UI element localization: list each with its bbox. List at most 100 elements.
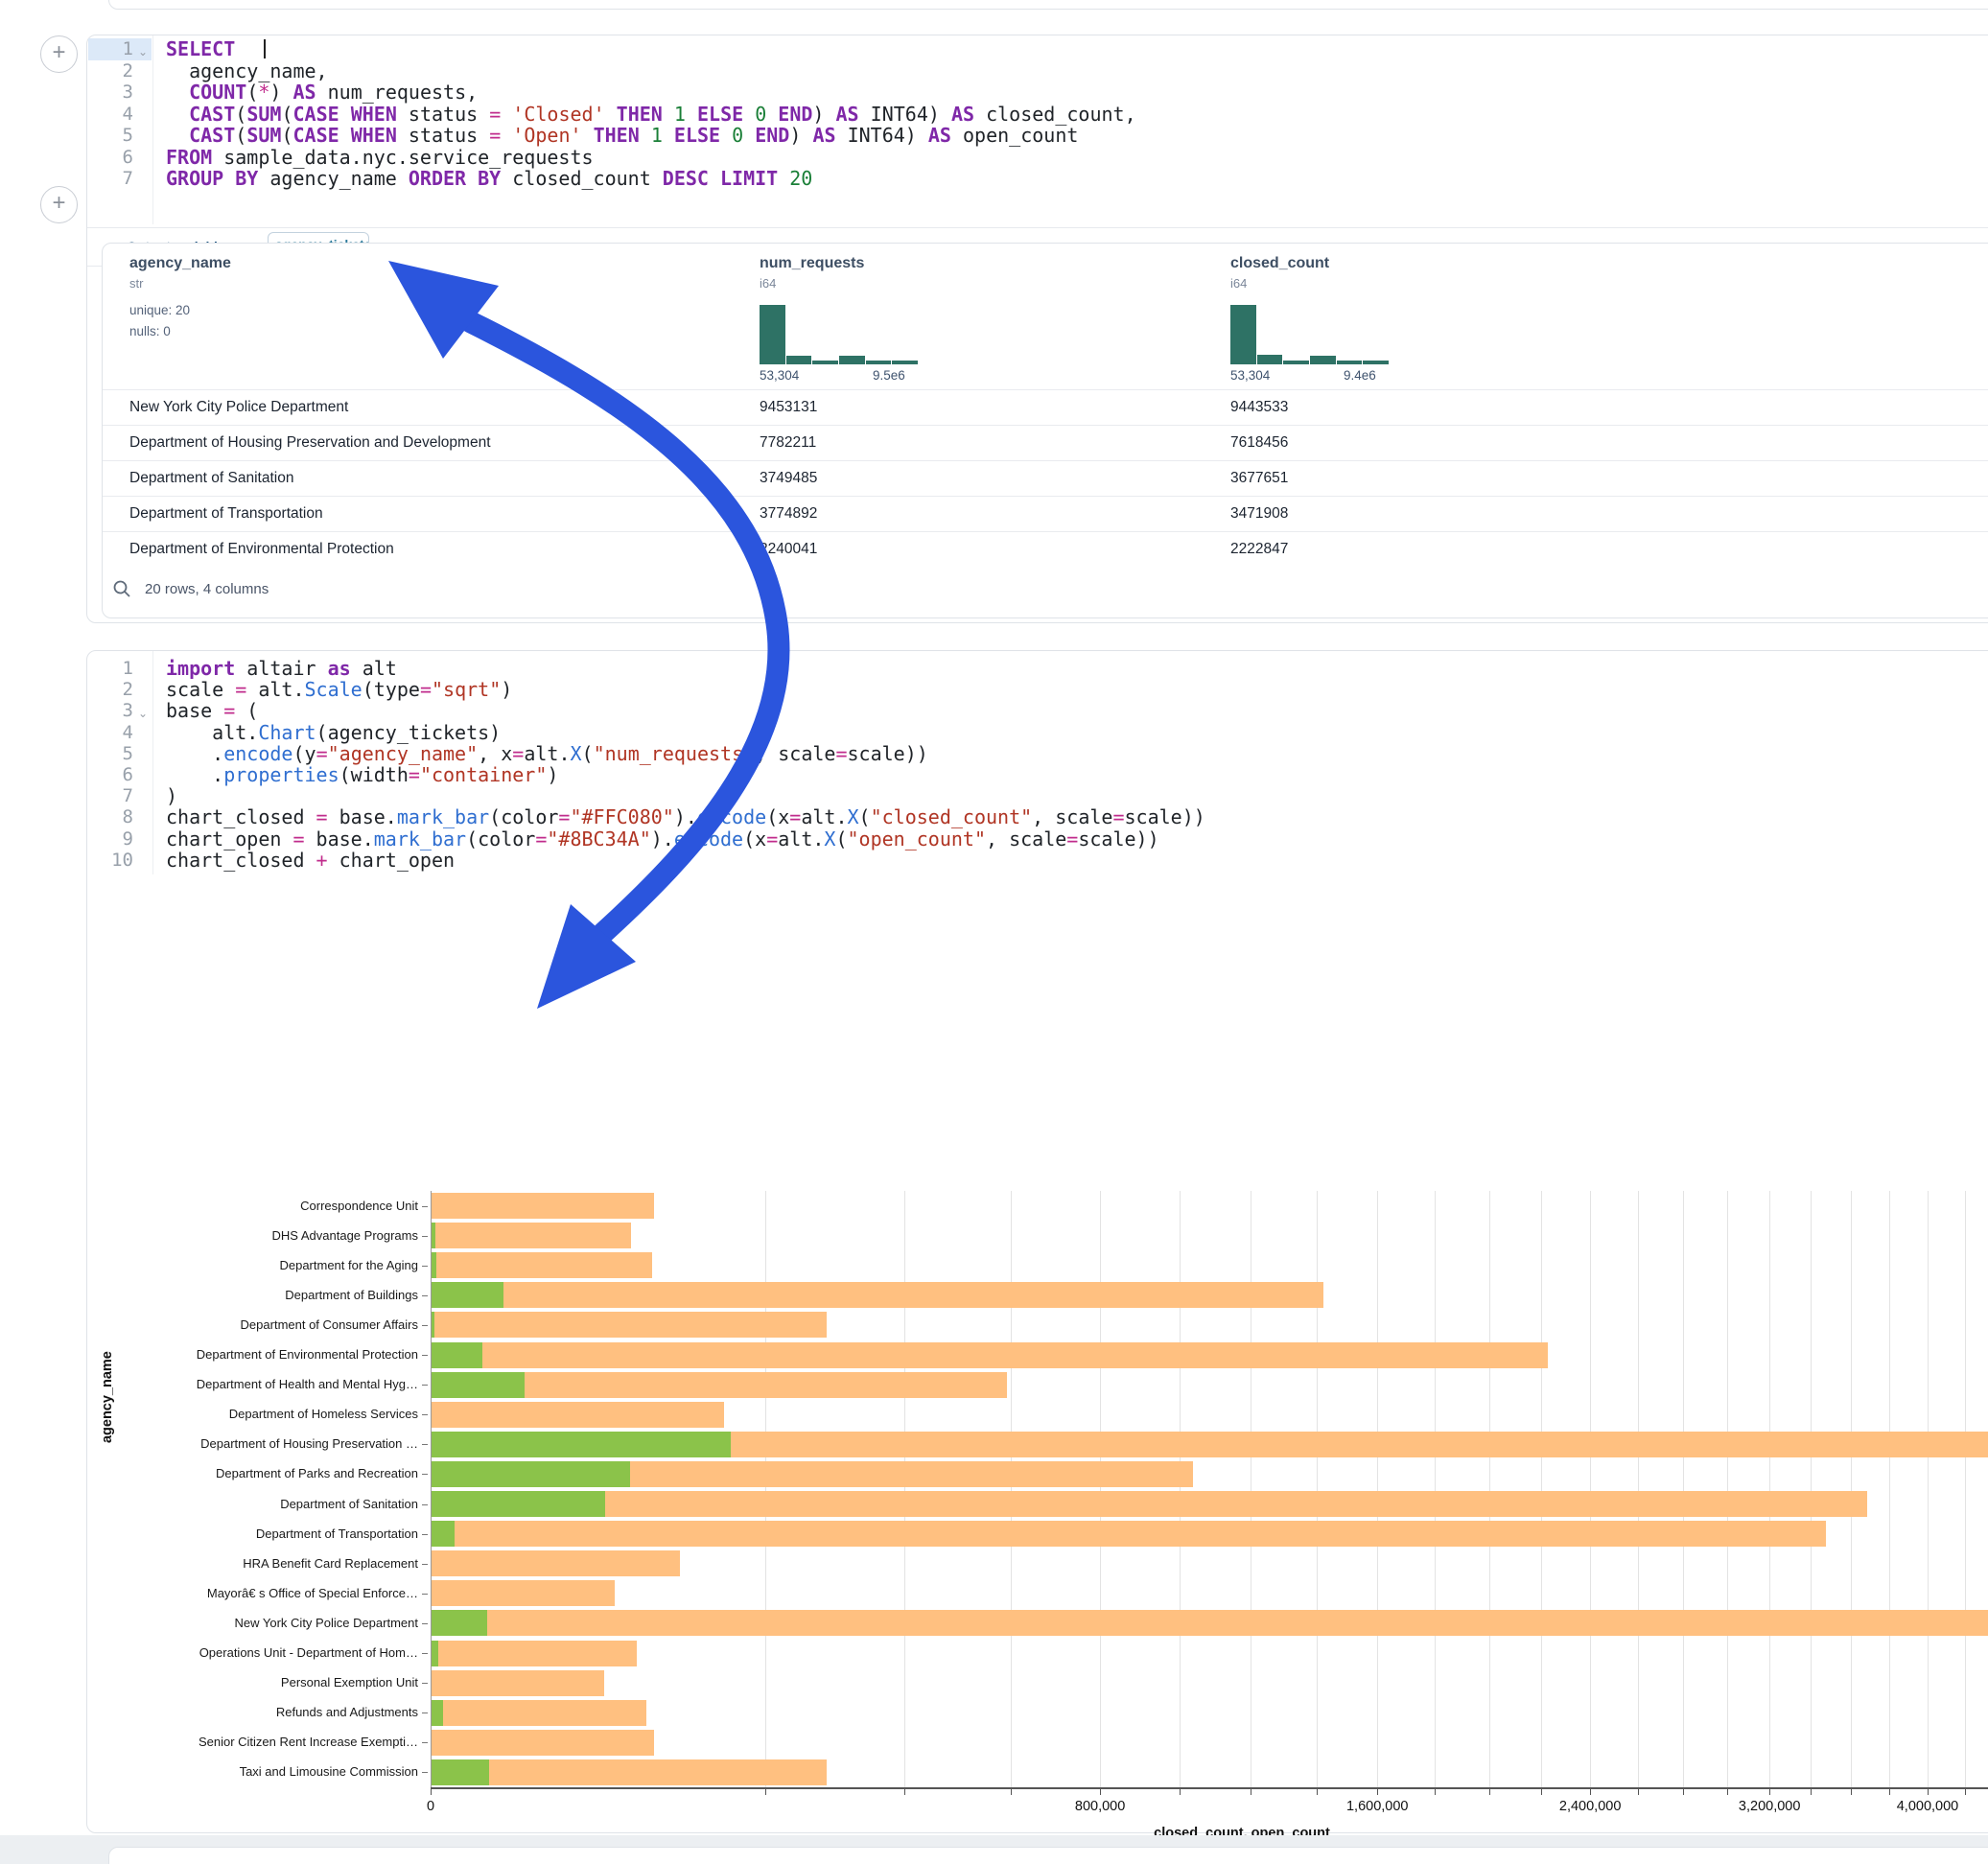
y-axis-tick bbox=[422, 1414, 428, 1415]
bar-closed-count bbox=[432, 1342, 1548, 1368]
bar-closed-count bbox=[432, 1759, 827, 1785]
code-line: alt.Chart(agency_tickets) bbox=[166, 722, 501, 744]
column-header-closed_count[interactable]: closed_count bbox=[1230, 255, 1329, 272]
bar-open-count bbox=[432, 1641, 438, 1666]
fold-chevron-icon[interactable]: ⌄ bbox=[138, 703, 148, 725]
gridline bbox=[1769, 1191, 1770, 1787]
column-header-agency_name[interactable]: agency_name bbox=[129, 255, 231, 272]
table-row[interactable]: Department of Environmental Protection22… bbox=[103, 531, 1988, 568]
cell-closed-count: 7618456 bbox=[1230, 434, 1288, 452]
code-line: import altair as alt bbox=[166, 658, 397, 680]
column-header-num_requests[interactable]: num_requests bbox=[760, 255, 864, 272]
y-axis-label: Department of Buildings bbox=[125, 1288, 418, 1302]
notebook-page: + + 1⌄SELECT 2 agency_name,3 COUNT(*) AS… bbox=[0, 0, 1988, 1864]
table-row[interactable]: Department of Housing Preservation and D… bbox=[103, 425, 1988, 461]
bar-open-count bbox=[432, 1461, 630, 1487]
y-axis-tick bbox=[422, 1623, 428, 1624]
gridline bbox=[765, 1191, 766, 1787]
y-axis-tick bbox=[422, 1683, 428, 1684]
code-line: scale = alt.Scale(type="sqrt") bbox=[166, 679, 512, 701]
line-number: 4 bbox=[87, 722, 133, 744]
bar-closed-count bbox=[432, 1670, 604, 1696]
line-number: 5 bbox=[87, 125, 133, 147]
x-axis-tick bbox=[1727, 1789, 1728, 1795]
line-number: 9 bbox=[87, 828, 133, 850]
cell-num-requests: 2240041 bbox=[760, 541, 817, 558]
y-axis-label: Department of Parks and Recreation bbox=[125, 1466, 418, 1480]
line-number: 3 bbox=[87, 82, 133, 104]
histogram-bar bbox=[786, 356, 812, 364]
histogram-bar bbox=[1230, 305, 1256, 364]
gridline bbox=[1489, 1191, 1490, 1787]
code-line: ) bbox=[166, 785, 177, 807]
line-number: 1 bbox=[87, 38, 133, 60]
gridline bbox=[1377, 1191, 1378, 1787]
bar-closed-count bbox=[432, 1641, 637, 1666]
line-number: 2 bbox=[87, 679, 133, 701]
cell-num-requests: 9453131 bbox=[760, 399, 817, 416]
table-row[interactable]: Department of Sanitation37494853677651 bbox=[103, 460, 1988, 497]
sql-code-editor[interactable]: 1⌄SELECT 2 agency_name,3 COUNT(*) AS num… bbox=[87, 38, 1988, 224]
cell-agency-name: New York City Police Department bbox=[129, 399, 348, 416]
gridline bbox=[1965, 1191, 1966, 1787]
table-row[interactable]: New York City Police Department 9453131 94… bbox=[103, 389, 1988, 426]
gridline bbox=[1851, 1191, 1852, 1787]
gridline bbox=[1100, 1191, 1101, 1787]
y-axis-tick bbox=[422, 1236, 428, 1237]
y-axis-label: Department for the Aging bbox=[125, 1258, 418, 1272]
dataframe-row-count: 20 rows, 4 columns bbox=[145, 581, 269, 597]
cell-num-requests: 3774892 bbox=[760, 505, 817, 523]
histogram-bar bbox=[839, 356, 865, 364]
gridline bbox=[904, 1191, 905, 1787]
cell-closed-count: 3677651 bbox=[1230, 470, 1288, 487]
y-axis-tick bbox=[422, 1385, 428, 1386]
column-type: i64 bbox=[1230, 276, 1247, 291]
search-icon[interactable] bbox=[112, 579, 131, 598]
line-number: 3 bbox=[87, 700, 133, 722]
y-axis-label: Mayorâ€ s Office of Special Enforce… bbox=[125, 1586, 418, 1600]
code-line: FROM sample_data.nyc.service_requests bbox=[166, 147, 594, 169]
previous-cell-edge bbox=[108, 0, 1988, 10]
y-axis-tick bbox=[422, 1266, 428, 1267]
y-axis-label: Taxi and Limousine Commission bbox=[125, 1764, 418, 1779]
y-axis-label: Operations Unit - Department of Hom… bbox=[125, 1645, 418, 1660]
dataframe-preview: agency_namestrunique: 20nulls: 0num_requ… bbox=[102, 243, 1988, 618]
bar-closed-count bbox=[432, 1223, 631, 1248]
bar-open-count bbox=[432, 1432, 731, 1457]
x-axis-tick bbox=[1638, 1789, 1639, 1795]
column-type: str bbox=[129, 276, 143, 291]
histogram-bar bbox=[892, 361, 918, 364]
x-axis-tick bbox=[1541, 1789, 1542, 1795]
x-axis-tick bbox=[1489, 1789, 1490, 1795]
add-cell-button-output[interactable]: + bbox=[40, 186, 78, 223]
add-cell-button-top[interactable]: + bbox=[40, 35, 78, 73]
python-code-editor[interactable]: 1import altair as alt2scale = alt.Scale(… bbox=[87, 658, 1988, 874]
bar-open-count bbox=[432, 1521, 455, 1547]
bar-closed-count bbox=[432, 1730, 654, 1756]
plus-icon: + bbox=[52, 190, 65, 216]
gutter-separator bbox=[152, 35, 153, 224]
histogram-bar bbox=[1337, 361, 1363, 364]
bar-open-count bbox=[432, 1491, 605, 1517]
y-axis-label: HRA Benefit Card Replacement bbox=[125, 1556, 418, 1571]
cell-num-requests: 3749485 bbox=[760, 470, 817, 487]
x-axis-tick bbox=[1011, 1789, 1012, 1795]
y-axis-line bbox=[431, 1191, 432, 1787]
histogram-bar bbox=[1283, 361, 1309, 364]
y-axis-label: Refunds and Adjustments bbox=[125, 1705, 418, 1719]
x-axis-tick-label: 4,000,000 bbox=[1897, 1799, 1959, 1814]
text-caret bbox=[264, 39, 266, 58]
y-axis-tick bbox=[422, 1474, 428, 1475]
code-line: CAST(SUM(CASE WHEN status = 'Closed' THE… bbox=[166, 104, 1136, 126]
x-axis-tick bbox=[765, 1789, 766, 1795]
table-row[interactable]: Department of Transportation377489234719… bbox=[103, 496, 1988, 532]
cell-closed-count: 3471908 bbox=[1230, 505, 1288, 523]
y-axis-title: agency_name bbox=[100, 1351, 115, 1443]
y-axis-label: Department of Environmental Protection bbox=[125, 1347, 418, 1362]
code-line: CAST(SUM(CASE WHEN status = 'Open' THEN … bbox=[166, 125, 1078, 147]
x-axis-tick bbox=[1889, 1789, 1890, 1795]
cell-closed-count: 9443533 bbox=[1230, 399, 1288, 416]
histogram-bar bbox=[1310, 356, 1336, 364]
fold-chevron-icon[interactable]: ⌄ bbox=[138, 41, 148, 63]
y-axis-label: New York City Police Department bbox=[125, 1616, 418, 1630]
